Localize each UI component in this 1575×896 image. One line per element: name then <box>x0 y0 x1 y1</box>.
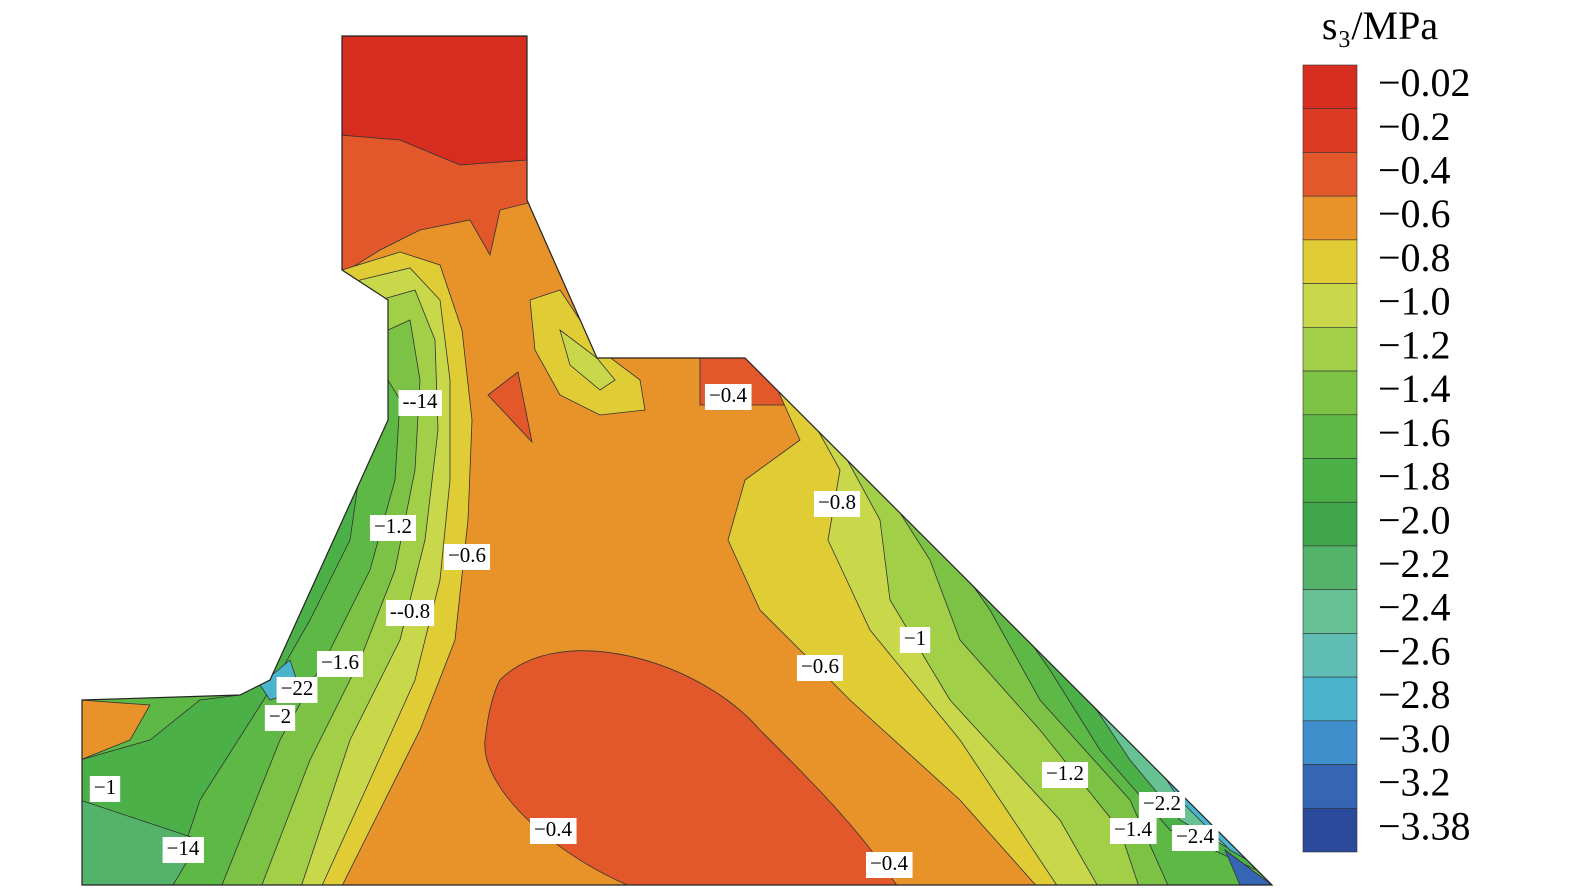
contour-label: −1.2 <box>1046 761 1084 785</box>
colorbar-band <box>1302 807 1358 853</box>
colorbar-label: −0.02 <box>1378 60 1471 105</box>
colorbar-label: −1.4 <box>1378 366 1451 411</box>
contour-label-box <box>276 677 318 703</box>
contour-label-box <box>1171 825 1219 851</box>
contour-label-box <box>865 852 913 878</box>
contour-label-box <box>796 655 844 681</box>
colorbar-label: −0.8 <box>1378 235 1451 280</box>
contour-label: −0.6 <box>801 654 839 678</box>
contour-label-box <box>813 491 861 517</box>
contour-label: −2.2 <box>1143 791 1181 815</box>
contour-label: −2 <box>269 704 291 728</box>
contour-label-box <box>369 515 417 541</box>
contour-label-box <box>398 390 442 416</box>
contour-labels: --14 −0.4 −0.8 −1.2 −0.6 --0.8 −1 −0.6 −1.6 −22 −2… <box>89 383 1219 878</box>
contour-field <box>82 36 1272 885</box>
contour-label: −2.4 <box>1176 824 1215 848</box>
contour-label-box <box>162 837 204 863</box>
contour-label: −1.6 <box>321 650 359 674</box>
colorbar-band <box>1302 283 1358 328</box>
contour-label-box <box>704 384 752 410</box>
colorbar-band <box>1302 458 1358 503</box>
contour-label: −22 <box>281 676 314 700</box>
colorbar-label: −2.2 <box>1378 541 1451 586</box>
colorbar-band <box>1302 676 1358 722</box>
colorbar-title: s₃/MPa <box>1322 3 1438 48</box>
contour-label-box <box>1138 792 1186 818</box>
colorbar-band <box>1302 108 1358 153</box>
colorbar-label: −1.0 <box>1378 279 1451 324</box>
colorbar: −0.02−0.2−0.4−0.6−0.8−1.0−1.2−1.4−1.6−1.… <box>1302 60 1471 853</box>
colorbar-label: −0.4 <box>1378 147 1451 192</box>
contour-label: −0.4 <box>870 851 909 875</box>
colorbar-band <box>1302 545 1358 590</box>
outline <box>81 35 1274 886</box>
colorbar-band <box>1302 720 1358 765</box>
contour-label: −0.4 <box>709 383 748 407</box>
colorbar-band <box>1302 501 1358 547</box>
colorbar-band <box>1302 633 1358 678</box>
contour-label-box <box>1109 818 1157 844</box>
contour-label: −1.2 <box>374 514 412 538</box>
colorbar-label: −0.2 <box>1378 104 1451 149</box>
colorbar-band <box>1302 414 1358 459</box>
colorbar-band <box>1302 239 1358 284</box>
colorbar-label: −1.6 <box>1378 410 1451 455</box>
contour-label: --0.8 <box>390 599 430 623</box>
colorbar-label: −1.2 <box>1378 322 1451 367</box>
colorbar-label: −0.6 <box>1378 191 1451 236</box>
contour-label: −0.8 <box>818 490 856 514</box>
colorbar-band <box>1302 64 1358 110</box>
colorbar-label: −1.8 <box>1378 454 1451 499</box>
colorbar-band <box>1302 152 1358 197</box>
colorbar-band <box>1302 589 1358 634</box>
contour-label-box <box>1041 762 1089 788</box>
colorbar-band <box>1302 370 1358 416</box>
contour-label: −0.6 <box>448 543 486 567</box>
contour-label-box <box>89 776 121 802</box>
contour-label: −1.4 <box>1114 817 1153 841</box>
colorbar-band <box>1302 327 1358 372</box>
contour-label-box <box>385 600 435 626</box>
contour-label-box <box>316 651 364 677</box>
contour-label: --14 <box>403 389 438 413</box>
colorbar-label: −3.38 <box>1378 803 1471 848</box>
colorbar-label: −2.6 <box>1378 628 1451 673</box>
contour-label: −0.4 <box>534 817 573 841</box>
contour-label: −1 <box>904 626 926 650</box>
contour-label-box <box>899 627 931 653</box>
colorbar-label: −3.0 <box>1378 716 1451 761</box>
colorbar-label: −2.8 <box>1378 672 1451 717</box>
contour-label: −1 <box>94 775 116 799</box>
colorbar-label: −3.2 <box>1378 760 1451 805</box>
colorbar-band <box>1302 195 1358 241</box>
contour-label-box <box>443 544 491 570</box>
colorbar-label: −2.0 <box>1378 497 1451 542</box>
colorbar-label: −2.4 <box>1378 585 1451 630</box>
contour-label-box <box>529 818 577 844</box>
contour-label: −14 <box>167 836 200 860</box>
colorbar-band <box>1302 764 1358 809</box>
contour-label-box <box>264 705 296 731</box>
